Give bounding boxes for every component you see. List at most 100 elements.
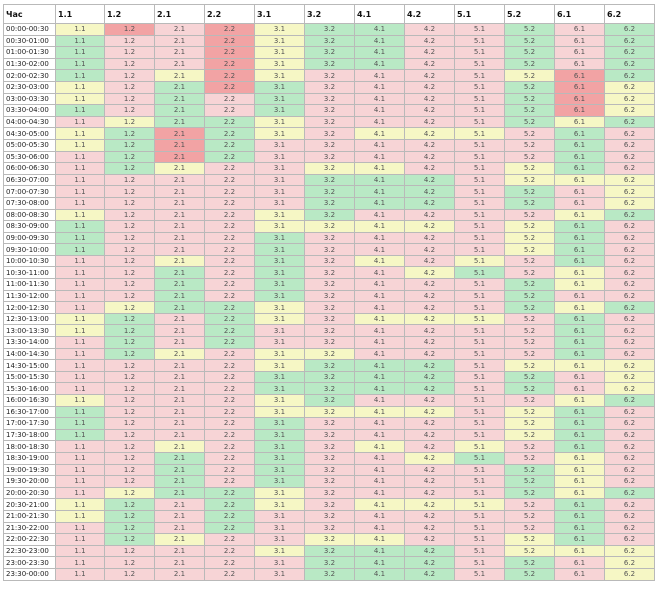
schedule-cell: 1.2 xyxy=(104,428,155,442)
header-column: 4.1 xyxy=(354,4,405,24)
schedule-cell: 5.1 xyxy=(454,451,505,465)
schedule-cell: 6.2 xyxy=(604,301,655,314)
schedule-cell: 6.2 xyxy=(604,544,655,558)
schedule-cell: 1.1 xyxy=(55,266,105,280)
schedule-cell: 5.2 xyxy=(504,69,555,82)
schedule-cell: 6.1 xyxy=(554,80,605,94)
schedule-cell: 4.1 xyxy=(354,533,405,546)
hour-cell: 04:30-05:00 xyxy=(3,127,56,140)
schedule-cell: 4.2 xyxy=(404,428,455,442)
schedule-cell: 6.2 xyxy=(604,312,655,326)
schedule-cell: 6.1 xyxy=(554,347,605,361)
schedule-cell: 2.1 xyxy=(154,220,205,233)
table-row: 20:30-21:00 1.1 1.2 2.1 2.2 3.1 3.2 4.1 4.2 5.1 5.… xyxy=(3,498,655,511)
schedule-cell: 1.1 xyxy=(55,220,105,233)
schedule-cell: 2.1 xyxy=(154,347,205,361)
schedule-cell: 4.2 xyxy=(404,46,455,59)
schedule-cell: 1.2 xyxy=(104,115,155,129)
schedule-cell: 6.1 xyxy=(554,208,605,222)
table-row: 07:00-07:30 1.1 1.2 2.1 2.2 3.1 3.2 4.1 4.2 5.1 5.… xyxy=(3,185,655,198)
hour-cell: 10:30-11:00 xyxy=(3,266,56,280)
schedule-cell: 2.2 xyxy=(204,509,255,523)
schedule-cell: 6.2 xyxy=(604,266,655,280)
schedule-cell: 4.2 xyxy=(404,370,455,384)
schedule-cell: 1.1 xyxy=(55,463,105,477)
hour-cell: 12:00-12:30 xyxy=(3,301,56,314)
schedule-cell: 4.2 xyxy=(404,475,455,488)
hour-cell: 06:30-07:00 xyxy=(3,173,56,187)
schedule-cell: 5.1 xyxy=(454,80,505,94)
schedule-cell: 3.2 xyxy=(304,567,355,581)
schedule-cell: 3.2 xyxy=(304,92,355,106)
schedule-cell: 5.2 xyxy=(504,196,555,210)
schedule-cell: 4.2 xyxy=(404,196,455,210)
schedule-cell: 3.1 xyxy=(254,208,305,222)
schedule-cell: 6.2 xyxy=(604,278,655,291)
schedule-cell: 2.1 xyxy=(154,533,205,546)
schedule-cell: 1.2 xyxy=(104,312,155,326)
hour-cell: 16:00-16:30 xyxy=(3,394,56,407)
schedule-cell: 3.2 xyxy=(304,69,355,82)
schedule-cell: 4.2 xyxy=(404,23,455,36)
schedule-cell: 2.1 xyxy=(154,231,205,245)
schedule-cell: 5.1 xyxy=(454,301,505,314)
schedule-cell: 6.2 xyxy=(604,34,655,48)
schedule-cell: 5.1 xyxy=(454,486,505,500)
schedule-cell: 5.2 xyxy=(504,567,555,581)
schedule-cell: 1.2 xyxy=(104,69,155,82)
schedule-cell: 1.2 xyxy=(104,359,155,372)
schedule-cell: 5.2 xyxy=(504,370,555,384)
schedule-cell: 2.1 xyxy=(154,324,205,338)
table-row: 22:00-22:30 1.1 1.2 2.1 2.2 3.1 3.2 4.1 4.2 5.1 5.… xyxy=(3,533,655,546)
hour-cell: 10:00-10:30 xyxy=(3,254,56,268)
schedule-cell: 4.1 xyxy=(354,254,405,268)
schedule-cell: 3.1 xyxy=(254,521,305,535)
schedule-cell: 2.2 xyxy=(204,544,255,558)
schedule-cell: 3.2 xyxy=(304,521,355,535)
schedule-cell: 6.2 xyxy=(604,104,655,117)
schedule-cell: 5.1 xyxy=(454,115,505,129)
schedule-cell: 1.2 xyxy=(104,533,155,546)
schedule-cell: 6.2 xyxy=(604,463,655,477)
schedule-cell: 5.2 xyxy=(504,556,555,569)
schedule-cell: 2.2 xyxy=(204,289,255,303)
schedule-cell: 6.1 xyxy=(554,382,605,395)
schedule-cell: 6.1 xyxy=(554,312,605,326)
hour-cell: 23:00-23:30 xyxy=(3,556,56,569)
schedule-cell: 2.2 xyxy=(204,208,255,222)
schedule-cell: 6.1 xyxy=(554,23,605,36)
schedule-cell: 2.1 xyxy=(154,486,205,500)
hour-cell: 03:00-03:30 xyxy=(3,92,56,106)
schedule-cell: 2.2 xyxy=(204,567,255,581)
schedule-cell: 3.1 xyxy=(254,115,305,129)
schedule-cell: 5.2 xyxy=(504,243,555,256)
schedule-cell: 3.1 xyxy=(254,196,305,210)
table-row: 06:30-07:00 1.1 1.2 2.1 2.2 3.1 3.2 4.1 4.2 5.1 5.… xyxy=(3,173,655,187)
schedule-cell: 1.1 xyxy=(55,347,105,361)
schedule-cell: 3.1 xyxy=(254,69,305,82)
table-row: 21:00-21:30 1.1 1.2 2.1 2.2 3.1 3.2 4.1 4.2 5.1 5.… xyxy=(3,509,655,523)
schedule-cell: 3.1 xyxy=(254,498,305,511)
schedule-cell: 4.2 xyxy=(404,405,455,419)
schedule-cell: 3.2 xyxy=(304,382,355,395)
schedule-cell: 6.1 xyxy=(554,486,605,500)
schedule-cell: 6.1 xyxy=(554,92,605,106)
schedule-cell: 1.2 xyxy=(104,23,155,36)
schedule-cell: 1.2 xyxy=(104,347,155,361)
schedule-cell: 1.2 xyxy=(104,173,155,187)
schedule-cell: 3.2 xyxy=(304,533,355,546)
schedule-cell: 1.1 xyxy=(55,92,105,106)
schedule-cell: 4.1 xyxy=(354,301,405,314)
schedule-cell: 2.1 xyxy=(154,463,205,477)
schedule-cell: 5.2 xyxy=(504,312,555,326)
schedule-cell: 2.1 xyxy=(154,23,205,36)
schedule-cell: 1.2 xyxy=(104,370,155,384)
schedule-cell: 3.1 xyxy=(254,104,305,117)
hour-cell: 01:30-02:00 xyxy=(3,57,56,71)
table-row: 01:30-02:00 1.1 1.2 2.1 2.2 3.1 3.2 4.1 4.2 5.1 5.… xyxy=(3,57,655,71)
schedule-cell: 6.2 xyxy=(604,324,655,338)
schedule-cell: 2.1 xyxy=(154,57,205,71)
schedule-cell: 5.2 xyxy=(504,301,555,314)
schedule-cell: 4.1 xyxy=(354,567,405,581)
hour-cell: 02:30-03:00 xyxy=(3,80,56,94)
